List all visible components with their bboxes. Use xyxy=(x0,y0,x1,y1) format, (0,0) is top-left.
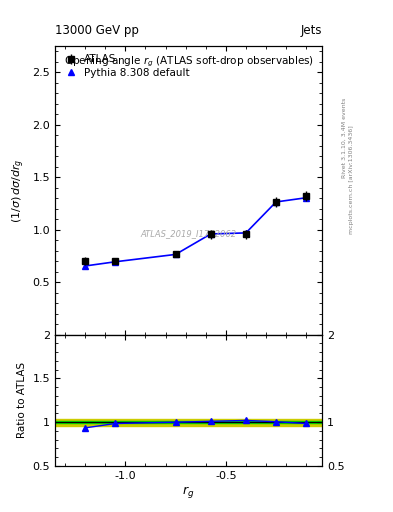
Pythia 8.308 default xyxy=(173,251,178,258)
Y-axis label: $(1/\sigma)\,d\sigma/dr_g$: $(1/\sigma)\,d\sigma/dr_g$ xyxy=(11,158,27,223)
Pythia 8.308 default xyxy=(304,195,309,201)
Legend: ATLAS, Pythia 8.308 default: ATLAS, Pythia 8.308 default xyxy=(60,51,193,81)
Line: Pythia 8.308 default: Pythia 8.308 default xyxy=(83,195,309,269)
Y-axis label: Ratio to ATLAS: Ratio to ATLAS xyxy=(17,362,27,438)
Bar xyxy=(55,421,322,423)
Text: Rivet 3.1.10, 3.4M events: Rivet 3.1.10, 3.4M events xyxy=(342,98,346,178)
Text: ATLAS_2019_I1772062: ATLAS_2019_I1772062 xyxy=(141,229,237,238)
Pythia 8.308 default xyxy=(113,259,118,265)
Text: mcplots.cern.ch [arXiv:1306.3436]: mcplots.cern.ch [arXiv:1306.3436] xyxy=(349,125,354,233)
Bar xyxy=(55,419,322,425)
Text: Opening angle $r_g$ (ATLAS soft-drop observables): Opening angle $r_g$ (ATLAS soft-drop obs… xyxy=(64,55,314,69)
Text: 13000 GeV pp: 13000 GeV pp xyxy=(55,24,139,37)
Pythia 8.308 default xyxy=(83,263,88,269)
Pythia 8.308 default xyxy=(274,199,278,205)
X-axis label: $r_g$: $r_g$ xyxy=(182,483,195,500)
Text: Jets: Jets xyxy=(301,24,322,37)
Pythia 8.308 default xyxy=(208,231,213,237)
Pythia 8.308 default xyxy=(244,230,248,236)
